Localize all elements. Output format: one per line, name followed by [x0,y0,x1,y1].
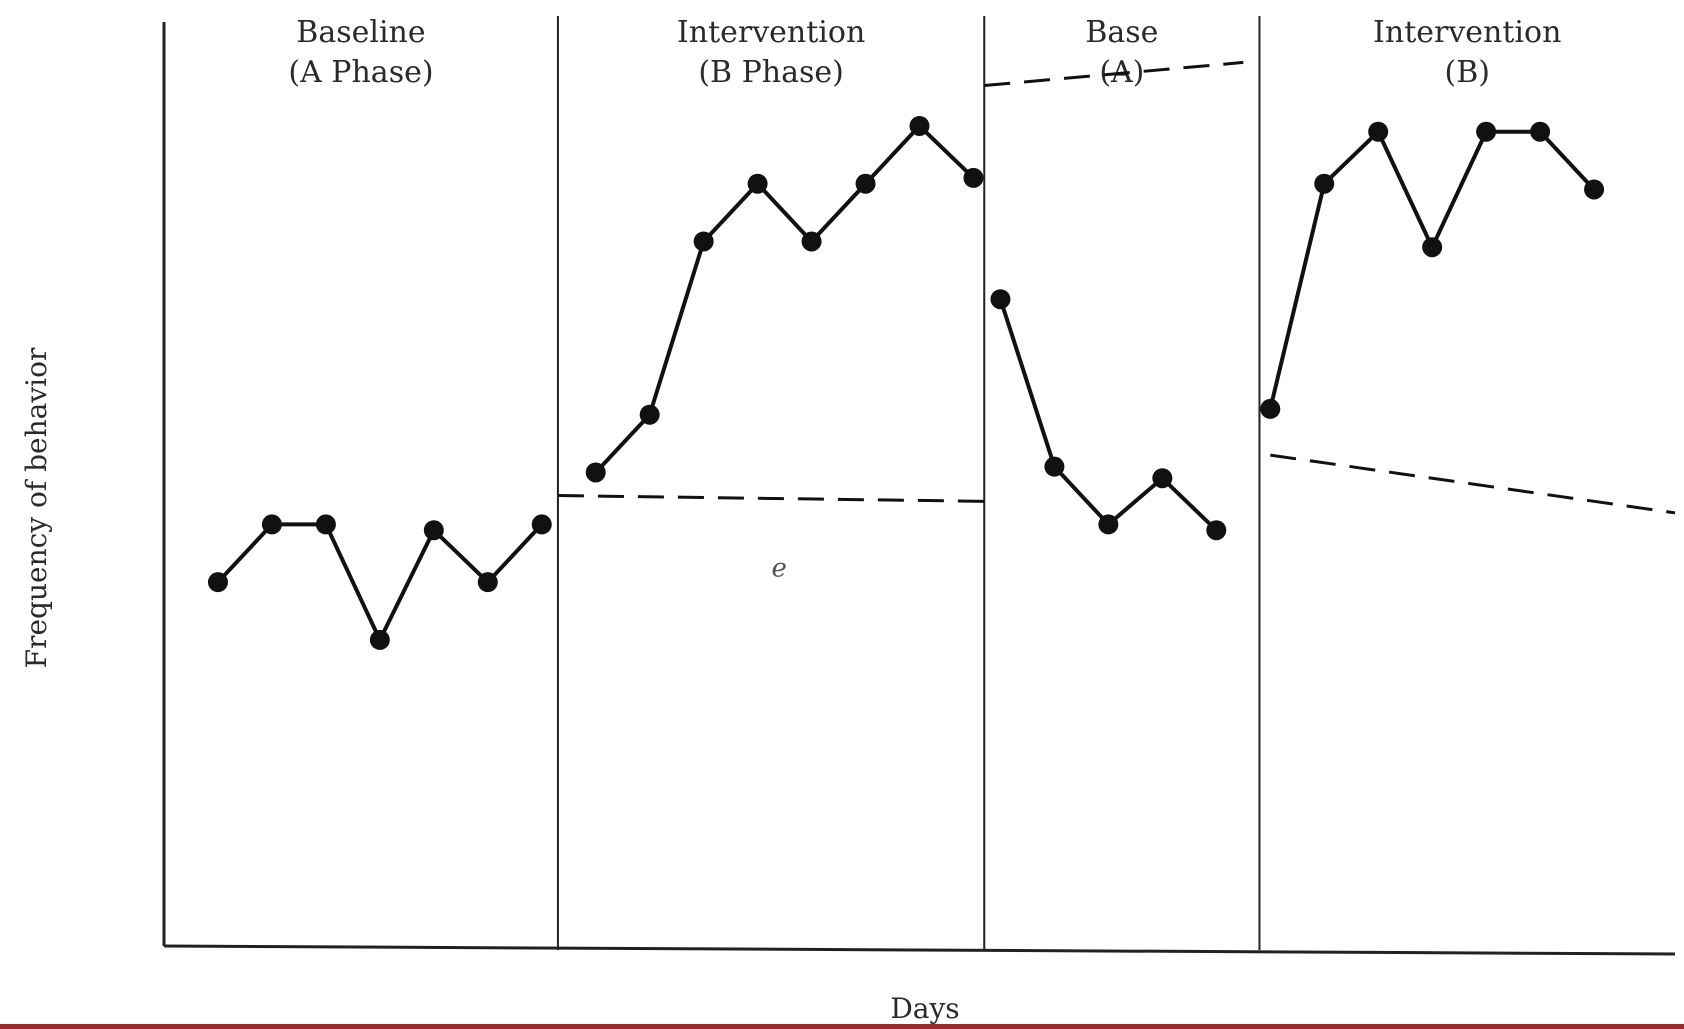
data-point [585,462,606,483]
phase-label-line1: Intervention [677,15,865,50]
phase-labels: Baseline (A Phase) Intervention (B Phase) Ba… [288,15,1561,90]
data-point [1206,520,1227,541]
data-point [477,572,498,593]
data-point [1530,121,1551,142]
phase-label-line1: Baseline [296,15,425,50]
phase-label-line2: (A Phase) [288,55,433,90]
dashed-reference-line [557,494,985,503]
series-line [998,298,1218,532]
series-line [594,123,975,474]
data-point [1368,121,1389,142]
dashed-reference-line [984,60,1244,88]
data-point [963,167,984,188]
trend-reference-lines [557,60,1676,515]
data-point [1098,514,1119,535]
x-axis-title: Days [890,992,959,1025]
data-point [1044,456,1065,477]
data-point [693,231,714,252]
data-series [216,123,1596,642]
phase-label-line2: (B) [1445,55,1490,90]
data-point [1152,468,1173,489]
axes [162,22,1676,956]
annotation-mark: ℯ [771,553,786,583]
phase-label-line1: Intervention [1373,15,1561,50]
data-point [207,572,228,593]
data-point [1584,179,1605,200]
data-point [369,629,390,650]
data-point [639,404,660,425]
data-point [909,115,930,136]
data-points [207,115,1605,650]
data-point [1314,173,1335,194]
data-point [1422,237,1443,258]
phase-dividers [556,16,1261,950]
data-point [747,173,768,194]
phase-label-line2: (B Phase) [698,55,844,90]
dashed-reference-line [1270,453,1676,515]
data-point [531,514,552,535]
annotations: ℯ [771,553,786,583]
data-point [1476,121,1497,142]
data-point [423,520,444,541]
data-point [261,514,282,535]
x-axis-line [163,944,1676,956]
data-point [855,173,876,194]
bottom-accent-bar [0,1024,1684,1029]
series-line [1268,129,1596,410]
data-point [801,231,822,252]
phase-label-line1: Base [1085,15,1158,50]
data-point [1260,398,1281,419]
data-point [990,289,1011,310]
y-axis-title: Frequency of behavior [20,347,53,668]
data-point [315,514,336,535]
